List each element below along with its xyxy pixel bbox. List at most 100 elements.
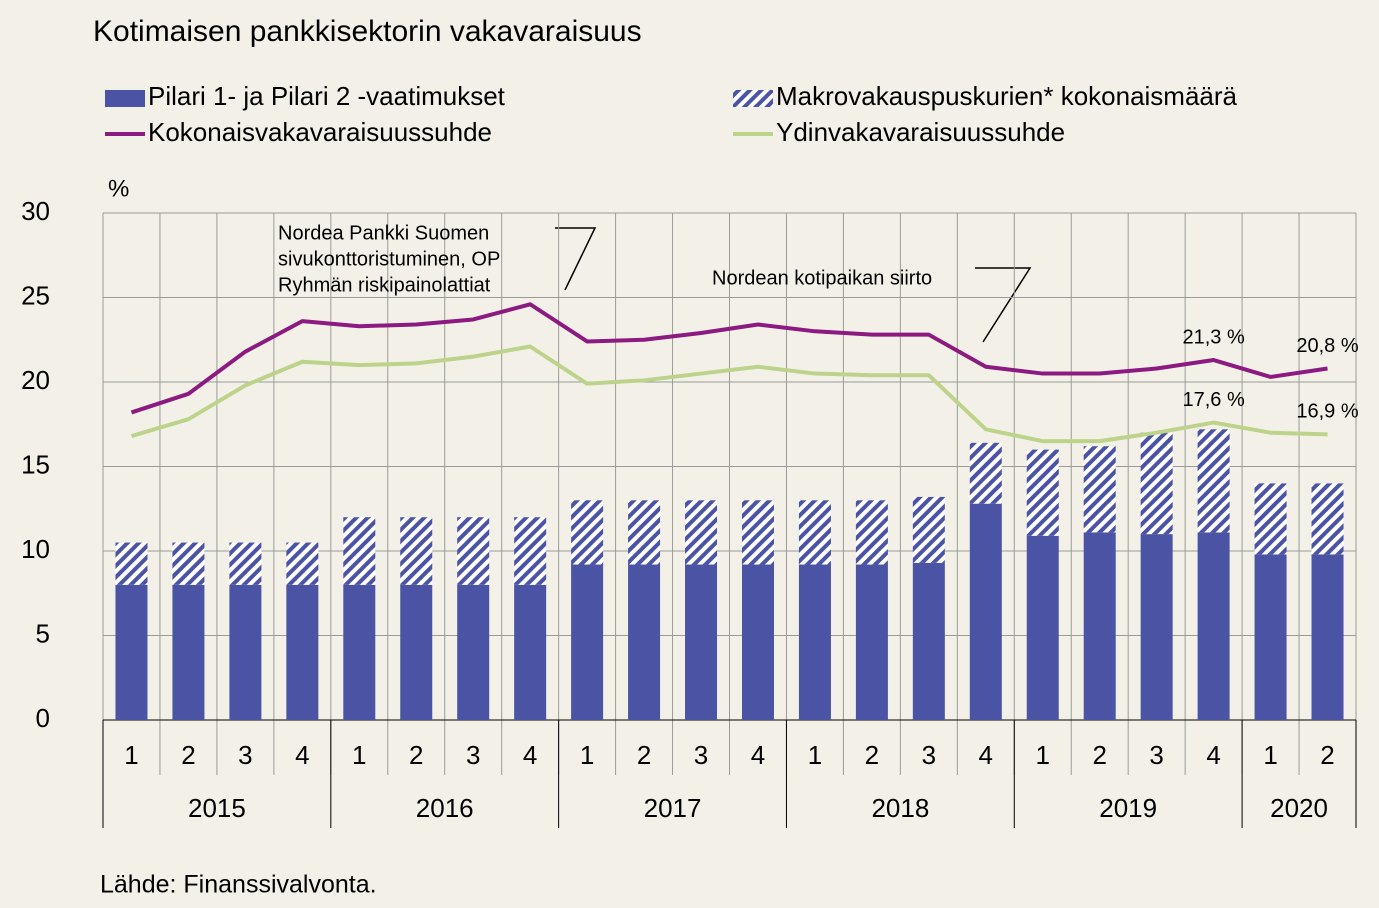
bar-segment [969,503,1002,720]
annotation: Nordean kotipaikan siirto [712,267,932,289]
bar-segment [685,564,718,720]
data-label: 21,3 % [1182,326,1244,348]
y-tick-label: 0 [36,703,50,733]
legend-label: Makrovakauspuskurien* kokonaismäärä [776,81,1238,111]
x-tick-label: 2 [637,740,651,770]
annotation: Nordea Pankki Suomen [278,222,489,244]
line [130,302,1328,415]
leader-line [975,267,1032,343]
bar-segment [229,542,262,585]
y-tick-label: 10 [21,534,50,564]
group-label: 2015 [188,793,246,823]
bar-segment [571,500,604,565]
bar-segment [912,562,945,720]
bar-segment [514,584,547,720]
x-tick-label: 2 [409,740,423,770]
legend-label: Pilari 1- ja Pilari 2 -vaatimukset [148,81,506,111]
bar-segment [172,584,205,720]
x-tick-label: 1 [580,740,594,770]
x-tick-label: 3 [238,740,252,770]
group-label: 2018 [871,793,929,823]
y-tick-label: 5 [36,618,50,648]
y-tick-label: 25 [21,280,50,310]
data-label: 16,9 % [1296,401,1358,423]
x-tick-label: 3 [466,740,480,770]
group-label: 2017 [644,793,702,823]
bar-segment [1311,483,1344,555]
group-label: 2016 [416,793,474,823]
bar-segment [571,564,604,720]
bar-segment [1140,432,1173,535]
bar-segment [1254,554,1287,720]
x-tick-label: 3 [922,740,936,770]
bar-segment [514,517,547,585]
group-label: 2019 [1099,793,1157,823]
annotation: sivukonttoristuminen, OP [278,248,500,270]
bar-segment [969,442,1002,504]
group-label: 2020 [1270,793,1328,823]
x-tick-label: 2 [1320,740,1334,770]
bar-segment [1026,449,1059,536]
data-label: 20,8 % [1296,335,1358,357]
bar-segment [115,584,148,720]
bar-segment [741,564,774,720]
bar-segment [685,500,718,565]
bar-segment [286,584,319,720]
x-tick-label: 4 [1206,740,1220,770]
legend-label: Ydinvakavaraisuussuhde [776,117,1065,147]
x-tick-label: 4 [523,740,537,770]
x-tick-label: 1 [124,740,138,770]
bar-segment [1197,429,1230,533]
bar-segment [172,542,205,585]
leader-line [555,227,597,291]
x-tick-label: 4 [751,740,765,770]
bar-segment [400,584,433,720]
bar-segment [855,500,888,565]
x-tick-label: 3 [1149,740,1163,770]
y-tick-label: 20 [21,365,50,395]
x-tick-label: 2 [865,740,879,770]
bar-segment [1026,535,1059,720]
legend-swatch [105,90,145,107]
legend-swatch [733,90,773,107]
x-tick-label: 4 [295,740,309,770]
bar-segment [1311,554,1344,720]
bar-segment [286,542,319,585]
x-tick-label: 1 [1036,740,1050,770]
y-unit: % [108,175,129,202]
bar-segment [798,564,831,720]
bar-segment [912,496,945,563]
x-tick-label: 3 [694,740,708,770]
bar-segment [1140,534,1173,720]
y-tick-label: 15 [21,449,50,479]
bar-segment [115,542,148,585]
bar-segment [1197,532,1230,720]
annotation: Ryhmän riskipainolattiat [278,274,491,296]
bar-segment [1083,446,1116,533]
bar-segment [343,584,376,720]
x-tick-label: 2 [181,740,195,770]
chart-title: Kotimaisen pankkisektorin vakavaraisuus [93,15,642,48]
bar-segment [457,517,490,585]
bar-segment [628,500,661,565]
x-tick-label: 4 [979,740,993,770]
data-label: 17,6 % [1182,389,1244,411]
x-tick-label: 2 [1092,740,1106,770]
bar-segment [798,500,831,565]
bar-segment [855,564,888,720]
bar-segment [457,584,490,720]
line [130,344,1328,444]
bar-segment [1254,483,1287,555]
x-tick-label: 1 [352,740,366,770]
bar-segment [741,500,774,565]
x-tick-label: 1 [1263,740,1277,770]
source: Lähde: Finanssivalvonta. [100,871,377,899]
bar-segment [628,564,661,720]
y-tick-label: 30 [21,196,50,226]
x-tick-label: 1 [808,740,822,770]
bar-segment [229,584,262,720]
bar-segment [343,517,376,585]
bar-segment [400,517,433,585]
bar-segment [1083,532,1116,720]
